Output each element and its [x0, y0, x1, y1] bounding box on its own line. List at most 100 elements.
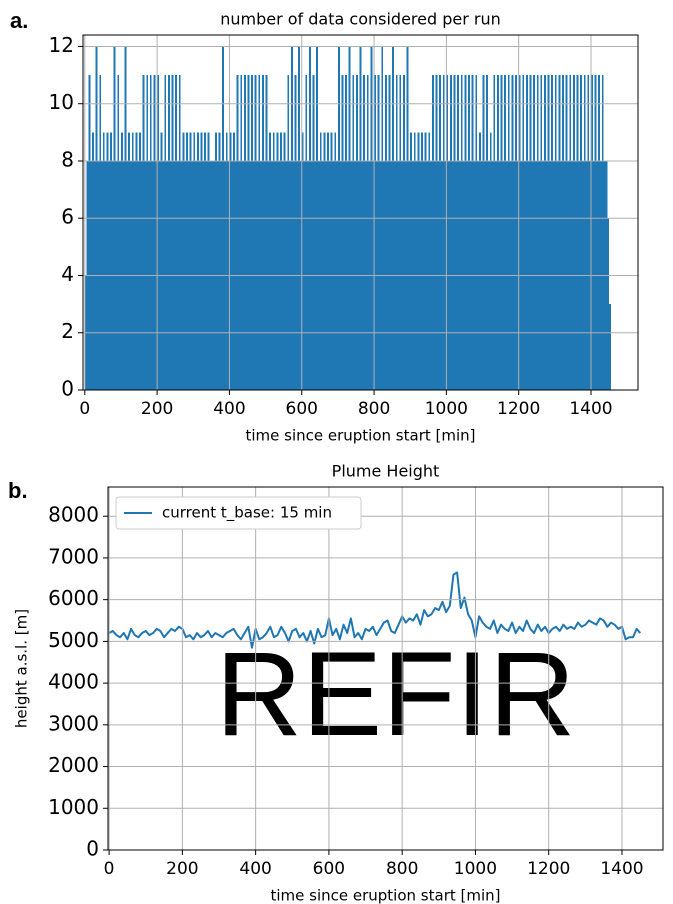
bar: [153, 75, 156, 391]
y-tick-label: 0: [61, 377, 74, 401]
bar: [355, 75, 358, 391]
bar: [88, 75, 91, 391]
bar: [334, 132, 337, 390]
bar: [388, 75, 391, 391]
x-tick-label: 800: [358, 399, 390, 419]
bar: [384, 75, 387, 391]
bar: [261, 75, 264, 391]
bar: [533, 75, 536, 391]
bar: [410, 132, 413, 390]
y-tick-label: 12: [49, 33, 74, 57]
bar: [251, 75, 253, 391]
bar: [258, 75, 261, 391]
y-tick-label: 6: [61, 205, 74, 229]
bar: [345, 75, 347, 391]
y-tick-label: 5000: [48, 628, 99, 652]
bar: [457, 75, 460, 391]
bar: [504, 75, 507, 391]
bar: [413, 132, 416, 390]
bar: [280, 132, 282, 390]
bar: [131, 132, 134, 390]
bar: [471, 75, 474, 391]
bar: [214, 132, 217, 390]
bar: [236, 75, 239, 391]
bar: [435, 75, 438, 391]
bar: [590, 75, 593, 391]
bar: [540, 75, 543, 391]
bar: [558, 75, 561, 391]
bar: [431, 75, 434, 391]
bar: [395, 75, 398, 391]
bar: [341, 75, 344, 391]
bar: [287, 75, 290, 391]
x-tick-label: 1200: [527, 859, 570, 879]
bar: [323, 132, 326, 390]
chart-title: number of data considered per run: [220, 10, 501, 29]
bar: [464, 75, 467, 391]
bar: [572, 75, 575, 391]
bar: [551, 75, 554, 391]
bar: [536, 75, 539, 391]
bar: [164, 75, 167, 391]
bar: [110, 132, 112, 390]
bar: [276, 132, 279, 390]
bar: [489, 132, 492, 390]
bar: [92, 132, 94, 390]
bar: [327, 132, 329, 390]
bar: [186, 132, 188, 390]
bar: [493, 75, 496, 391]
bar: [417, 132, 420, 390]
bar: [518, 75, 521, 391]
bar: [594, 75, 597, 391]
panel-label: b.: [8, 478, 28, 503]
bar: [117, 75, 120, 391]
bar: [160, 132, 163, 390]
bar: [377, 75, 380, 391]
bar: [301, 132, 304, 390]
bar: [319, 132, 322, 390]
bar: [460, 75, 463, 391]
bar: [363, 75, 366, 391]
data-line: [108, 571, 642, 649]
bar: [486, 75, 489, 391]
legend-label: current t_base: 15 min: [162, 504, 332, 523]
y-tick-label: 8000: [48, 503, 99, 527]
y-tick-label: 4000: [48, 670, 99, 694]
bar: [547, 75, 550, 391]
bar: [580, 75, 583, 391]
bar: [196, 132, 199, 390]
bar: [128, 132, 131, 390]
bar: [312, 75, 315, 391]
bar: [421, 132, 423, 390]
bar: [529, 75, 532, 391]
bar: [204, 132, 206, 390]
x-tick-label: 400: [239, 859, 271, 879]
bar: [424, 132, 427, 390]
bar: [399, 75, 402, 391]
bar: [374, 75, 376, 391]
bar: [352, 75, 355, 391]
bar: [193, 132, 196, 390]
bar: [446, 75, 449, 391]
bar: [522, 75, 525, 391]
bar: [428, 132, 431, 390]
x-tick-label: 600: [313, 859, 345, 879]
bar: [247, 75, 250, 391]
plot-frame: [82, 34, 639, 391]
bar: [402, 75, 405, 391]
bar: [511, 75, 514, 391]
bar: [478, 132, 481, 390]
bar: [139, 132, 141, 390]
legend-box: [115, 496, 362, 530]
bar: [442, 75, 445, 391]
bar: [598, 75, 601, 391]
y-tick-label: 10: [49, 90, 74, 114]
y-tick-label: 7000: [48, 544, 99, 568]
bar: [468, 75, 470, 391]
bar: [269, 132, 272, 390]
bar: [146, 75, 149, 391]
bar: [587, 75, 590, 391]
bar: [167, 75, 170, 391]
bar: [142, 75, 145, 391]
